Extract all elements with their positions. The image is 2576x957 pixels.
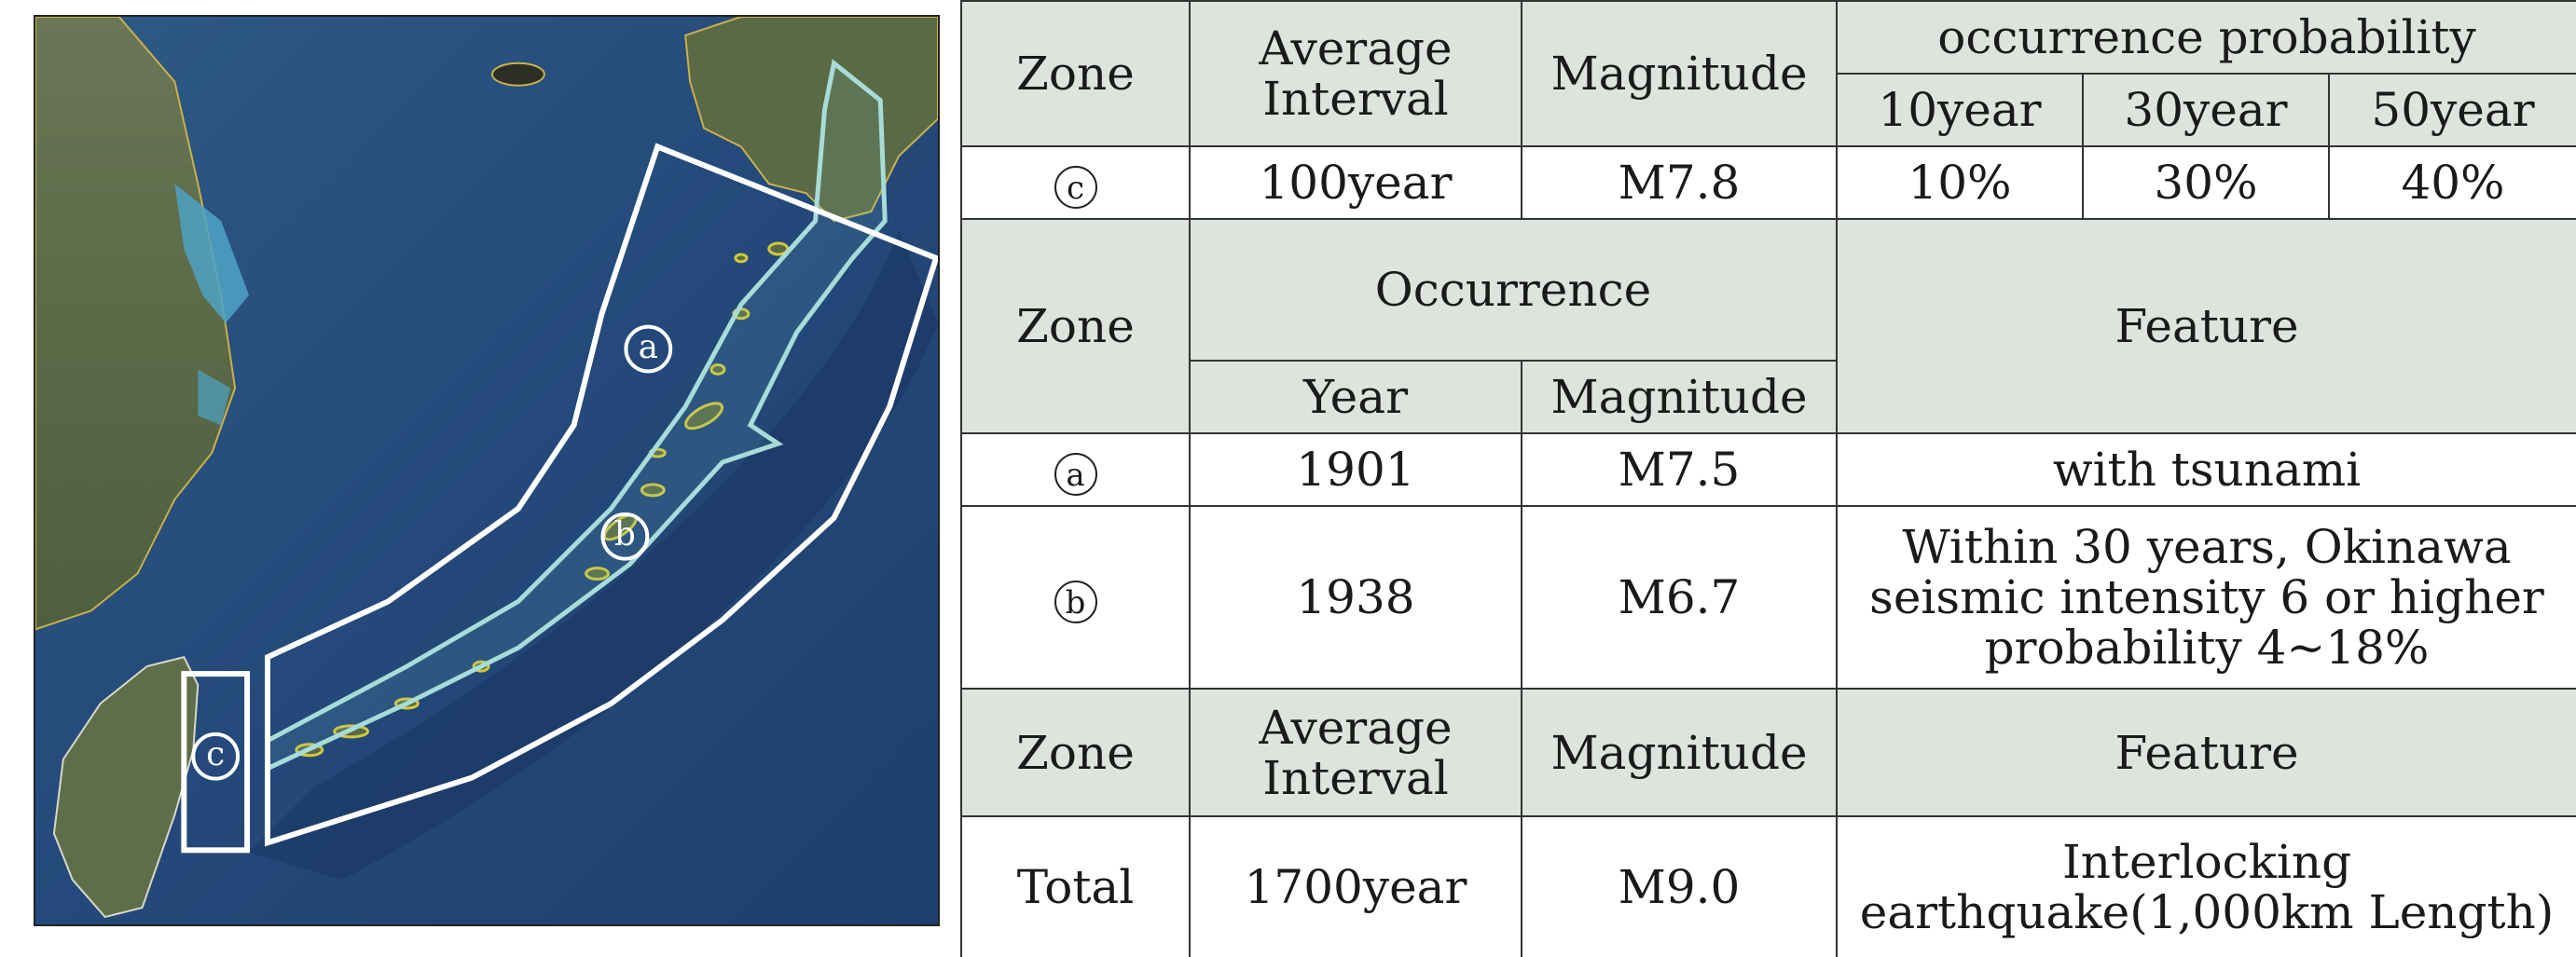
section1-subheader-row: 10year 30year 50year bbox=[961, 73, 2576, 147]
section2-subheader-row: Year Magnitude bbox=[961, 360, 2576, 434]
s1-10year-header: 10year bbox=[1836, 73, 2084, 147]
total-row: Total 1700year M9.0 Interlocking earthqu… bbox=[960, 815, 2576, 957]
map-image: a b c bbox=[34, 15, 940, 926]
zone-c-interval: 100year bbox=[1189, 145, 1522, 220]
zone-c-row: c 100year M7.8 10% 30% 40% bbox=[960, 145, 2576, 220]
zone-c-p10: 10% bbox=[1836, 145, 2084, 220]
zone-c-boundary bbox=[181, 671, 251, 854]
zone-a-row: a 1901 M7.5 with tsunami bbox=[960, 432, 2576, 507]
zone-b-marker: b bbox=[600, 512, 650, 561]
zone-c-p30: 30% bbox=[2082, 145, 2330, 220]
total-zone: Total bbox=[960, 815, 1191, 957]
zone-c-marker: c bbox=[191, 731, 241, 781]
s2-zone-header: Zone bbox=[960, 218, 1191, 434]
zone-c-p50: 40% bbox=[2327, 145, 2576, 220]
zone-a-feature: with tsunami bbox=[1835, 432, 2576, 507]
map-svg: a b c bbox=[35, 17, 938, 924]
earthquake-info-table: Zone Average Interval Magnitude occurren… bbox=[960, 0, 2576, 957]
zone-a-circle-label: a bbox=[1054, 452, 1097, 496]
s1-50year-header: 50year bbox=[2327, 73, 2576, 147]
s2-year-header: Year bbox=[1189, 360, 1522, 434]
section2-header-row: Zone Occurrence Feature bbox=[960, 218, 2576, 434]
s1-interval-header: Average Interval bbox=[1189, 0, 1522, 147]
taiwan-island bbox=[52, 656, 200, 919]
s3-magnitude-header: Magnitude bbox=[1521, 688, 1838, 817]
zone-b-year: 1938 bbox=[1189, 505, 1522, 690]
total-feature: Interlocking earthquake(1,000km Length) bbox=[1835, 815, 2576, 957]
coastal-shelf-south bbox=[198, 369, 231, 426]
s3-feature-header: Feature bbox=[1835, 688, 2576, 817]
zone-b-row: b 1938 M6.7 Within 30 years, Okinawa sei… bbox=[960, 505, 2576, 690]
s1-probability-header: occurrence probability bbox=[1835, 0, 2576, 75]
zone-b-magnitude: M6.7 bbox=[1521, 505, 1838, 690]
section3-header-row: Zone Average Interval Magnitude Feature bbox=[960, 688, 2576, 817]
zone-a-cell: a bbox=[960, 432, 1191, 507]
ryukyu-islands bbox=[295, 241, 790, 758]
zone-c-label: c bbox=[206, 735, 225, 773]
s1-30year-header: 30year bbox=[2082, 73, 2330, 147]
zone-a-year: 1901 bbox=[1189, 432, 1522, 507]
zone-ab-boundary bbox=[264, 143, 938, 847]
kyushu-island bbox=[684, 17, 938, 223]
zone-c-circle-label: c bbox=[1054, 165, 1097, 209]
zone-a-marker: a bbox=[624, 324, 673, 374]
s1-magnitude-header: Magnitude bbox=[1521, 0, 1838, 147]
zone-b-cell: b bbox=[960, 505, 1191, 690]
s2-occurrence-header: Occurrence bbox=[1189, 218, 1838, 362]
s3-interval-header: Average Interval bbox=[1189, 688, 1522, 817]
coastal-shelf bbox=[174, 184, 250, 323]
section1-header-row: Zone Average Interval Magnitude occurren… bbox=[960, 0, 2576, 147]
zone-c-cell: c bbox=[960, 145, 1191, 220]
zone-a-label: a bbox=[639, 328, 658, 366]
s2-feature-header: Feature bbox=[1835, 218, 2576, 434]
jeju-island bbox=[490, 62, 545, 87]
s1-zone-header: Zone bbox=[960, 0, 1191, 147]
zone-a-magnitude: M7.5 bbox=[1521, 432, 1838, 507]
s2-magnitude-header: Magnitude bbox=[1521, 360, 1838, 434]
zone-b-label: b bbox=[614, 515, 636, 554]
total-magnitude: M9.0 bbox=[1521, 815, 1838, 957]
zone-c-magnitude: M7.8 bbox=[1521, 145, 1838, 220]
trench-band bbox=[265, 59, 888, 772]
china-mainland bbox=[35, 17, 237, 631]
trench-shadow bbox=[249, 230, 938, 881]
zone-b-feature: Within 30 years, Okinawa seismic intensi… bbox=[1835, 505, 2576, 690]
total-interval: 1700year bbox=[1189, 815, 1522, 957]
zone-b-circle-label: b bbox=[1054, 580, 1097, 623]
s3-zone-header: Zone bbox=[960, 688, 1191, 817]
